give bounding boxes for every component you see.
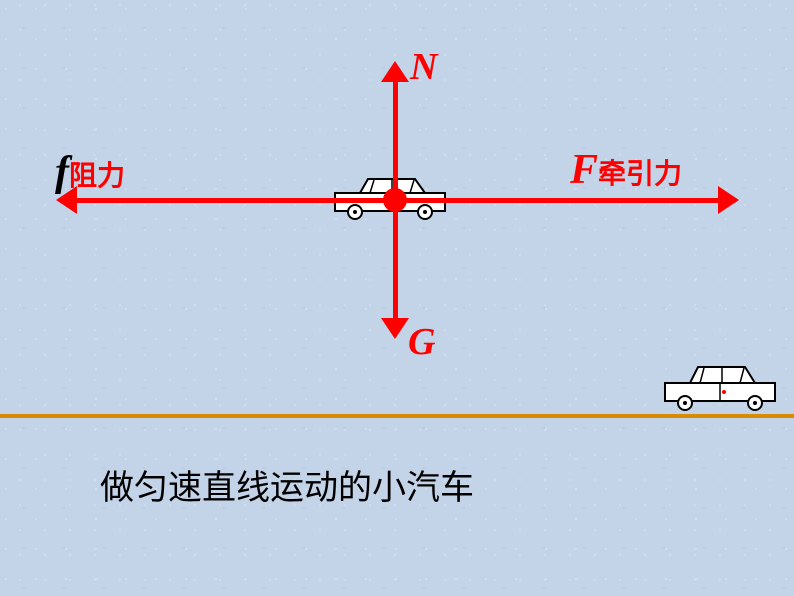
force-arrow-line (393, 200, 398, 320)
force-f-sub: 阻力 (69, 161, 125, 192)
caption-text: 做匀速直线运动的小汽车 (100, 460, 474, 509)
force-arrow-head (718, 186, 739, 214)
force-f-main: f (55, 149, 69, 195)
label-N: N (410, 45, 437, 89)
right-car (660, 363, 780, 411)
force-F-sub: 牵引力 (598, 159, 682, 190)
force-arrow-line (393, 80, 398, 200)
force-origin-dot (383, 188, 407, 212)
force-G-text: G (408, 321, 435, 363)
label-F: F牵引力 (570, 146, 682, 194)
force-arrow-line (75, 198, 395, 203)
force-arrow-line (395, 198, 720, 203)
force-N-text: N (410, 46, 437, 88)
force-arrow-head (381, 318, 409, 339)
force-F-main: F (570, 147, 598, 193)
label-G: G (408, 320, 435, 364)
ground-line (0, 414, 794, 418)
force-arrow-head (381, 61, 409, 82)
label-f: f阻力 (55, 148, 125, 196)
